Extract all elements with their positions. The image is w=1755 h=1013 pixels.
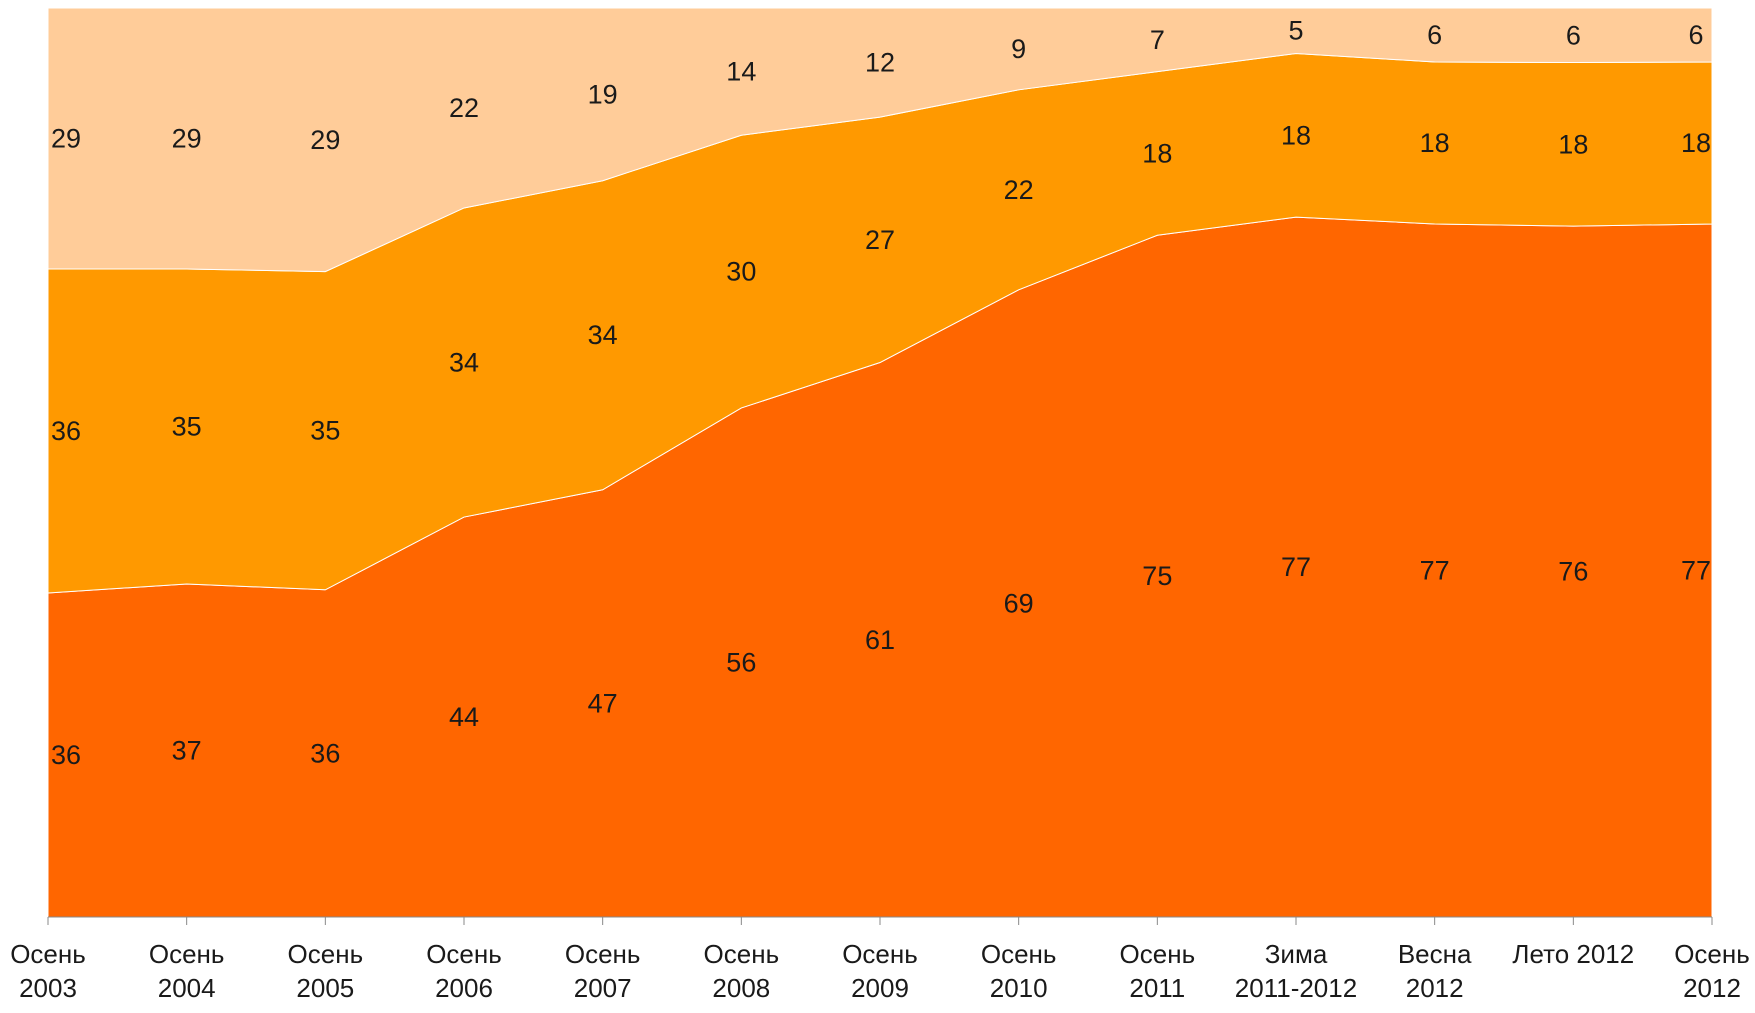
data-label-top: 7 [1150, 25, 1165, 55]
x-tick-label: Осень 2008 [704, 939, 780, 1003]
data-label-top: 5 [1288, 16, 1303, 46]
data-label-bottom: 37 [172, 736, 202, 766]
data-label-bottom: 56 [726, 647, 756, 677]
data-label-middle: 18 [1281, 120, 1311, 150]
x-tick-label: Осень 2007 [565, 939, 641, 1003]
data-label-bottom: 44 [449, 702, 479, 732]
data-label-middle: 18 [1681, 128, 1711, 158]
data-label-middle: 22 [1004, 175, 1034, 205]
data-label-middle: 27 [865, 225, 895, 255]
data-label-middle: 34 [588, 320, 618, 350]
data-label-middle: 34 [449, 348, 479, 378]
x-tick-label: Осень 2009 [842, 939, 918, 1003]
data-label-middle: 18 [1142, 138, 1172, 168]
data-label-top: 12 [865, 48, 895, 78]
data-label-bottom: 36 [310, 738, 340, 768]
data-label-middle: 18 [1420, 128, 1450, 158]
data-label-bottom: 77 [1681, 556, 1711, 586]
data-label-bottom: 77 [1420, 556, 1450, 586]
x-tick-label: Осень 2004 [149, 939, 225, 1003]
data-label-top: 22 [449, 93, 479, 123]
x-tick-label: Осень 2010 [981, 939, 1057, 1003]
data-label-bottom: 36 [51, 740, 81, 770]
data-label-bottom: 76 [1558, 557, 1588, 587]
data-label-bottom: 61 [865, 625, 895, 655]
data-label-bottom: 47 [588, 688, 618, 718]
data-label-bottom: 69 [1004, 588, 1034, 618]
data-label-middle: 18 [1558, 129, 1588, 159]
data-label-top: 6 [1566, 20, 1581, 50]
data-label-top: 29 [51, 124, 81, 154]
x-tick-label: Лето 2012 [1512, 939, 1634, 969]
data-label-middle: 35 [172, 412, 202, 442]
x-tick-label: Осень 2012 [1674, 939, 1750, 1003]
data-label-top: 14 [726, 57, 756, 87]
data-label-bottom: 77 [1281, 552, 1311, 582]
areas-layer [47, 7, 1713, 918]
x-tick-label: Зима 2011-2012 [1235, 939, 1357, 1003]
data-label-top: 29 [310, 125, 340, 155]
x-tick-label: Осень 2006 [426, 939, 502, 1003]
area-series-top [47, 7, 1713, 273]
x-axis: Осень 2003 Осень 2004 Осень 2005 Осень 2006 Осен… [10, 916, 1750, 1003]
data-label-top: 9 [1011, 34, 1026, 64]
data-label-top: 6 [1427, 20, 1442, 50]
data-label-middle: 36 [51, 416, 81, 446]
data-label-top: 19 [588, 79, 618, 109]
data-label-middle: 30 [726, 257, 756, 287]
x-tick-label: Осень 2003 [10, 939, 86, 1003]
x-tick-label: Осень 2011 [1120, 939, 1196, 1003]
x-tick-label: Осень 2005 [288, 939, 364, 1003]
data-label-bottom: 75 [1142, 561, 1172, 591]
data-label-top: 6 [1688, 20, 1703, 50]
x-tick-label: Весна 2012 [1398, 939, 1472, 1003]
data-label-middle: 35 [310, 416, 340, 446]
data-label-top: 29 [172, 124, 202, 154]
